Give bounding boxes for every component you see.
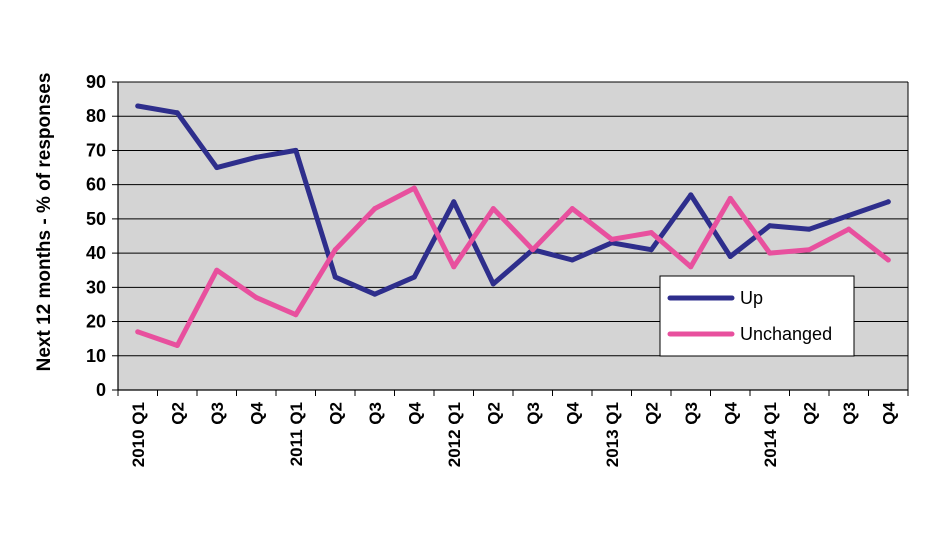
data-point xyxy=(767,250,773,256)
data-point xyxy=(293,312,299,318)
data-point xyxy=(135,329,141,335)
data-point xyxy=(411,274,417,280)
data-point xyxy=(332,247,338,253)
x-tick-label: Q4 xyxy=(879,401,898,424)
y-tick-label: 10 xyxy=(86,346,106,366)
data-point xyxy=(569,206,575,212)
data-point xyxy=(253,154,259,160)
x-tick-label: Q3 xyxy=(524,402,543,425)
data-point xyxy=(846,226,852,232)
data-point xyxy=(490,281,496,287)
data-point xyxy=(688,192,694,198)
x-tick-label: Q3 xyxy=(366,402,385,425)
y-tick-label: 60 xyxy=(86,175,106,195)
data-point xyxy=(885,199,891,205)
data-point xyxy=(806,226,812,232)
data-point xyxy=(648,230,654,236)
y-tick-label: 50 xyxy=(86,209,106,229)
y-tick-label: 90 xyxy=(86,72,106,92)
y-tick-label: 30 xyxy=(86,277,106,297)
data-point xyxy=(609,236,615,242)
x-tick-label: Q2 xyxy=(642,402,661,425)
series-lines xyxy=(135,103,891,349)
data-point xyxy=(451,264,457,270)
y-tick-label: 70 xyxy=(86,140,106,160)
x-tick-label: Q4 xyxy=(247,401,266,424)
x-tick-label: 2012 Q1 xyxy=(445,402,464,467)
data-point xyxy=(569,257,575,263)
x-tick-label: Q2 xyxy=(484,402,503,425)
data-point xyxy=(253,295,259,301)
x-tick-label: Q3 xyxy=(208,402,227,425)
x-tick-label: 2010 Q1 xyxy=(129,402,148,467)
x-tick-label: Q2 xyxy=(800,402,819,425)
y-axis-label: Next 12 months - % of responses xyxy=(34,73,55,372)
x-tick-label: Q3 xyxy=(682,402,701,425)
x-tick-label: Q2 xyxy=(326,402,345,425)
data-point xyxy=(372,291,378,297)
axes xyxy=(117,81,909,396)
data-point xyxy=(727,254,733,260)
data-point xyxy=(688,264,694,270)
legend: Up Unchanged xyxy=(659,275,855,357)
data-point xyxy=(372,206,378,212)
y-tick-labels: 0 10 20 30 40 50 60 70 80 90 xyxy=(86,72,106,400)
x-tick-label: Q4 xyxy=(563,401,582,424)
y-tick-label: 80 xyxy=(86,106,106,126)
x-tick-label: 2013 Q1 xyxy=(603,402,622,467)
y-tick-label: 40 xyxy=(86,243,106,263)
y-tick-label: 20 xyxy=(86,312,106,332)
legend-box xyxy=(659,275,855,357)
series-line-unchanged xyxy=(135,185,891,348)
data-point xyxy=(174,110,180,116)
data-point xyxy=(530,247,536,253)
x-tick-label: 2011 Q1 xyxy=(287,402,306,466)
x-tick-label: 2014 Q1 xyxy=(761,402,780,467)
data-point xyxy=(411,185,417,191)
data-point xyxy=(332,274,338,280)
legend-label-unchanged: Unchanged xyxy=(740,324,832,344)
series-line-up xyxy=(135,103,891,297)
data-point xyxy=(727,195,733,201)
data-point xyxy=(490,206,496,212)
x-tick-label: Q4 xyxy=(721,401,740,424)
x-tick-label: Q4 xyxy=(405,401,424,424)
x-tick-labels: 2010 Q1 Q2 Q3 Q4 2011 Q1 Q2 Q3 Q4 2012 Q1 Q2 Q3 Q4 2… xyxy=(129,401,899,467)
legend-label-up: Up xyxy=(740,288,763,308)
y-tick-label: 0 xyxy=(96,380,106,400)
y-axis-label-group: Next 12 months - % of responses xyxy=(34,73,55,372)
data-point xyxy=(451,199,457,205)
data-point xyxy=(135,103,141,109)
x-tick-label: Q3 xyxy=(840,402,859,425)
data-point xyxy=(846,212,852,218)
x-tick-label: Q2 xyxy=(168,402,187,425)
data-point xyxy=(767,223,773,229)
data-point xyxy=(885,257,891,263)
data-point xyxy=(293,147,299,153)
data-point xyxy=(174,343,180,349)
data-point xyxy=(648,247,654,253)
data-point xyxy=(806,247,812,253)
data-point xyxy=(214,165,220,171)
data-point xyxy=(214,267,220,273)
